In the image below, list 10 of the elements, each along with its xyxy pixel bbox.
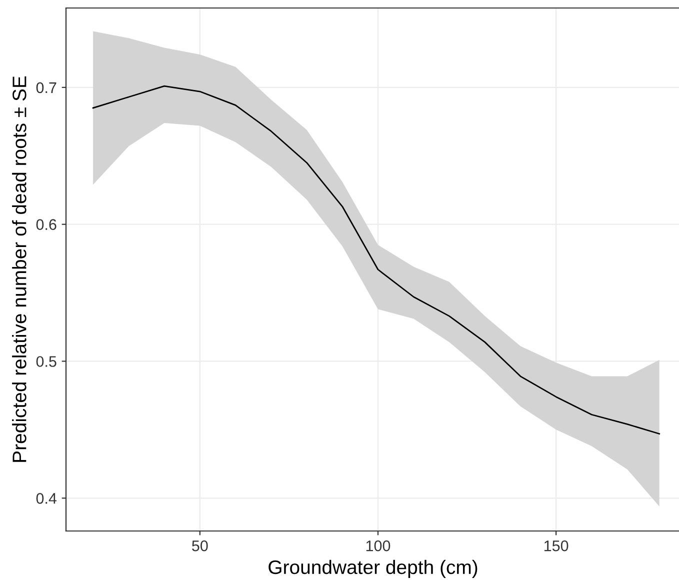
y-tick-label: 0.4 (36, 493, 57, 504)
y-tick-label: 0.6 (36, 219, 56, 230)
x-axis-title: Groundwater depth (cm) (268, 560, 478, 578)
x-tick-label: 50 (192, 540, 208, 552)
y-axis-title: Predicted relative number of dead roots ± SE (12, 76, 26, 462)
y-tick-label: 0.5 (36, 356, 56, 367)
x-tick-label: 100 (366, 540, 390, 552)
x-tick-label: 150 (544, 540, 568, 552)
y-tick-label: 0.7 (36, 82, 56, 94)
line-series (92, 85, 660, 434)
